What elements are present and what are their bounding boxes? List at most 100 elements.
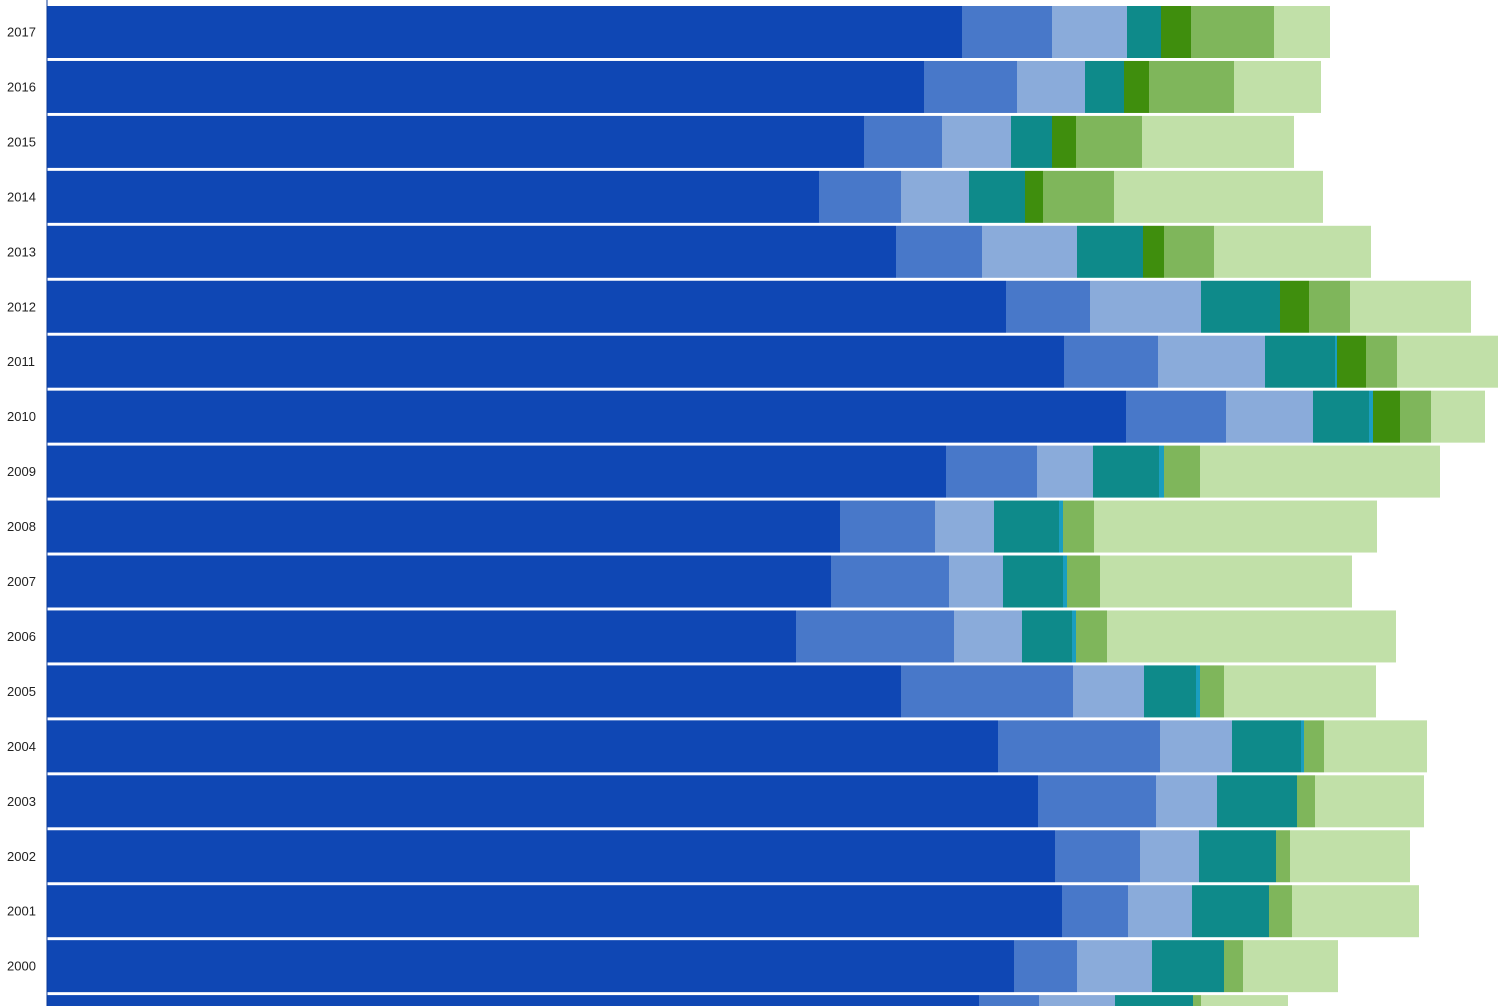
bar-segment-2015-series-7	[1076, 115, 1142, 168]
bar-segment-2016-series-6	[1124, 60, 1149, 113]
category-label-2001: 2001	[7, 904, 36, 919]
bar-segment-2005-series-1	[47, 665, 901, 718]
bar-segment-2016-series-2	[924, 60, 1017, 113]
bar-segment-partial-series-2	[979, 995, 1039, 1006]
bar-segment-2016-series-7	[1149, 60, 1234, 113]
bar-segment-2013-series-3	[982, 225, 1077, 278]
bar-segment-2008-series-5	[1059, 500, 1063, 553]
bar-segment-2015-series-3	[942, 115, 1011, 168]
bar-segment-2008-series-3	[935, 500, 994, 553]
bar-segment-2009-series-8	[1200, 445, 1440, 498]
category-label-2017: 2017	[7, 25, 36, 40]
bar-segment-2009-series-1	[47, 445, 946, 498]
bar-segment-partial-series-4	[1115, 995, 1193, 1006]
bar-segment-2017-series-8	[1274, 6, 1330, 58]
category-label-2003: 2003	[7, 794, 36, 809]
bar-segment-partial-series-8	[1201, 995, 1288, 1006]
bar-row-2005	[47, 665, 1376, 718]
bar-row-2004	[47, 720, 1427, 773]
bar-segment-2007-series-2	[831, 555, 949, 608]
bar-row-2003	[47, 775, 1424, 828]
bar-segment-2009-series-4	[1093, 445, 1159, 498]
category-label-2014: 2014	[7, 189, 36, 204]
bar-segment-2000-series-8	[1243, 940, 1338, 993]
bar-segment-2003-series-8	[1315, 775, 1424, 828]
bar-segment-2002-series-4	[1199, 830, 1276, 883]
bar-segment-2011-series-2	[1064, 335, 1158, 388]
bar-segment-2004-series-8	[1324, 720, 1427, 773]
bar-segment-2008-series-4	[994, 500, 1059, 553]
bar-segment-2003-series-4	[1217, 775, 1297, 828]
bar-segment-2008-series-7	[1063, 500, 1094, 553]
bar-segment-2009-series-5	[1159, 445, 1164, 498]
bar-segment-2013-series-1	[47, 225, 896, 278]
bar-segment-2011-series-1	[47, 335, 1064, 388]
category-label-2004: 2004	[7, 739, 36, 754]
bar-segment-partial-series-7	[1193, 995, 1201, 1006]
bar-segment-2016-series-3	[1017, 60, 1085, 113]
bar-segment-2002-series-1	[47, 830, 1055, 883]
bar-segment-2003-series-1	[47, 775, 1038, 828]
bar-segment-2006-series-4	[1022, 610, 1072, 663]
bar-segment-2015-series-4	[1011, 115, 1052, 168]
category-label-2011: 2011	[7, 354, 35, 369]
bar-segment-2007-series-7	[1067, 555, 1100, 608]
bar-segment-2012-series-3	[1090, 280, 1201, 333]
bar-segment-2014-series-7	[1043, 170, 1114, 223]
bar-row-2015	[47, 115, 1294, 168]
category-label-2005: 2005	[7, 684, 36, 699]
bar-segment-2016-series-8	[1234, 60, 1321, 113]
bar-row-2013	[47, 225, 1371, 278]
bar-segment-2003-series-7	[1297, 775, 1315, 828]
bar-segment-2000-series-7	[1224, 940, 1243, 993]
bar-segment-2006-series-8	[1107, 610, 1396, 663]
bar-segment-2013-series-4	[1077, 225, 1143, 278]
bar-segment-2006-series-7	[1076, 610, 1107, 663]
bar-segment-2017-series-4	[1127, 6, 1161, 58]
bar-segment-2010-series-6	[1373, 390, 1400, 443]
bar-segment-2001-series-8	[1292, 885, 1419, 938]
category-label-2015: 2015	[7, 134, 36, 149]
bar-segment-2011-series-7	[1366, 335, 1397, 388]
bar-segment-2015-series-1	[47, 115, 864, 168]
bar-segment-2008-series-1	[47, 500, 840, 553]
bar-segment-2012-series-2	[1006, 280, 1090, 333]
bar-row-2016	[47, 60, 1321, 113]
category-label-2016: 2016	[7, 79, 36, 94]
bar-segment-2001-series-1	[47, 885, 1062, 938]
category-label-2000: 2000	[7, 959, 36, 974]
bar-row-2008	[47, 500, 1377, 553]
bar-segment-2009-series-7	[1164, 445, 1200, 498]
category-label-2012: 2012	[7, 299, 36, 314]
bar-row-2006	[47, 610, 1396, 663]
bar-row-2009	[47, 445, 1440, 498]
bar-segment-2010-series-4	[1313, 390, 1369, 443]
bar-row-partial	[47, 995, 1288, 1006]
bar-segment-2001-series-3	[1128, 885, 1192, 938]
bar-segment-2002-series-7	[1276, 830, 1290, 883]
bar-row-2017	[47, 6, 1330, 58]
bar-segment-2002-series-8	[1290, 830, 1410, 883]
bar-segment-2007-series-5	[1063, 555, 1067, 608]
bar-segment-2000-series-1	[47, 940, 1014, 993]
bar-segment-2013-series-7	[1164, 225, 1214, 278]
bar-row-2014	[47, 170, 1323, 223]
bar-segment-2005-series-8	[1224, 665, 1376, 718]
bar-row-2000	[47, 940, 1338, 993]
bar-segment-partial-series-1	[47, 995, 979, 1006]
bar-segment-2010-series-8	[1431, 390, 1485, 443]
bar-segment-2017-series-7	[1191, 6, 1274, 58]
bar-segment-2014-series-1	[47, 170, 819, 223]
bar-segment-2006-series-3	[954, 610, 1022, 663]
category-label-2007: 2007	[7, 574, 36, 589]
bar-segment-2004-series-5	[1301, 720, 1304, 773]
bar-segment-2011-series-3	[1158, 335, 1265, 388]
bar-segment-2017-series-2	[962, 6, 1052, 58]
bar-segment-2014-series-8	[1114, 170, 1323, 223]
bar-segment-2014-series-4	[969, 170, 1025, 223]
bar-segment-2012-series-1	[47, 280, 1006, 333]
bar-row-2010	[47, 390, 1485, 443]
bar-segment-2011-series-8	[1397, 335, 1498, 388]
bar-segment-2004-series-2	[998, 720, 1160, 773]
